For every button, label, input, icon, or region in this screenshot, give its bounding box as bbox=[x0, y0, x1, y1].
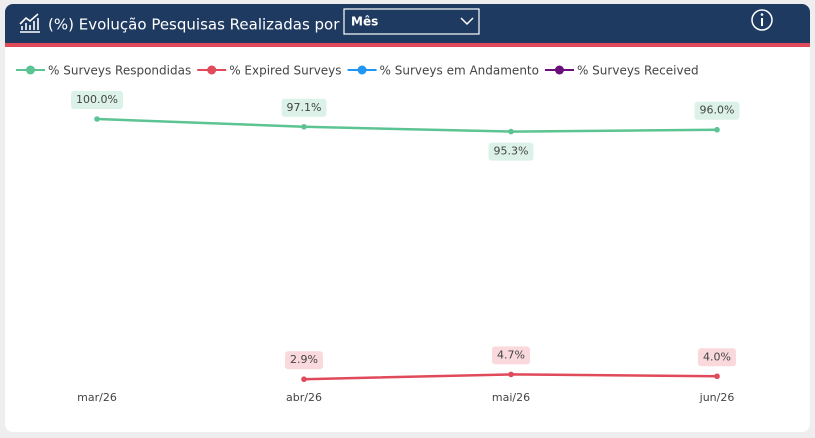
series-line bbox=[96, 117, 718, 133]
data-label: 4.0% bbox=[703, 350, 731, 363]
data-point bbox=[508, 128, 514, 135]
data-label: 2.9% bbox=[290, 353, 318, 366]
chart-title: (%) Evolução Pesquisas Realizadas por bbox=[48, 16, 340, 34]
legend-label: % Surveys Received bbox=[577, 64, 699, 78]
data-label-bg bbox=[71, 91, 123, 109]
data-label: 97.1% bbox=[287, 101, 322, 114]
data-label-bg bbox=[285, 351, 323, 370]
legend-marker bbox=[357, 65, 367, 75]
data-point bbox=[301, 376, 307, 383]
x-tick-label: abr/26 bbox=[286, 391, 322, 404]
data-label-group: 4.0% bbox=[698, 348, 736, 367]
data-label-group: 97.1% bbox=[281, 98, 327, 117]
data-label-bg bbox=[281, 98, 327, 117]
data-label: 95.3% bbox=[494, 145, 529, 158]
chart-icon bbox=[19, 13, 40, 33]
dropdown[interactable]: Mês bbox=[343, 8, 480, 35]
legend-label: % Surveys em Andamento bbox=[380, 64, 539, 78]
card bbox=[5, 4, 810, 432]
legend-marker bbox=[207, 65, 217, 75]
data-point bbox=[508, 371, 514, 378]
legend-label: % Expired Surveys bbox=[229, 64, 341, 78]
data-label-group: 2.9% bbox=[285, 351, 323, 370]
data-label: 4.7% bbox=[497, 348, 525, 361]
data-label-group: 95.3% bbox=[488, 142, 534, 161]
data-point bbox=[301, 123, 307, 130]
data-label-bg bbox=[694, 101, 740, 120]
dropdown-value[interactable]: Mês bbox=[351, 15, 378, 29]
data-label-group: 100.0% bbox=[71, 91, 123, 109]
data-label-group: 4.7% bbox=[492, 346, 530, 365]
data-label-bg bbox=[698, 348, 736, 367]
legend-marker bbox=[554, 65, 564, 75]
data-point bbox=[94, 116, 100, 122]
x-tick-label: mar/26 bbox=[77, 391, 117, 404]
legend-marker bbox=[26, 65, 35, 75]
data-label: 100.0% bbox=[76, 93, 118, 106]
data-point bbox=[714, 126, 720, 133]
data-label-bg bbox=[492, 346, 530, 365]
data-label-group: 96.0% bbox=[694, 101, 740, 120]
data-label-bg bbox=[488, 142, 534, 161]
data-label: 96.0% bbox=[700, 104, 735, 117]
header-stripe bbox=[5, 43, 810, 47]
header bbox=[5, 4, 810, 44]
x-tick-label: mai/26 bbox=[492, 391, 530, 404]
legend-label: % Surveys Respondidas bbox=[48, 64, 191, 78]
info-icon[interactable] bbox=[751, 9, 773, 31]
data-point bbox=[714, 373, 720, 380]
x-tick-label: jun/26 bbox=[699, 391, 735, 404]
